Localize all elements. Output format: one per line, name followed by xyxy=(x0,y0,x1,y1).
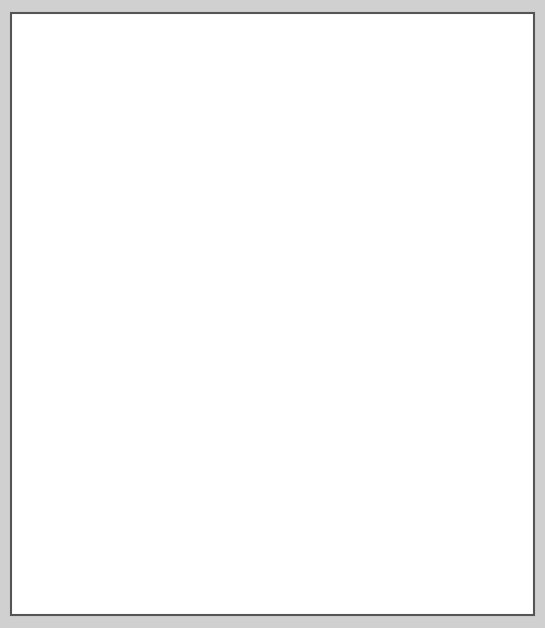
Text: 12: 12 xyxy=(114,469,125,479)
FancyBboxPatch shape xyxy=(44,250,158,284)
Text: 14: 14 xyxy=(477,224,488,232)
Bar xyxy=(283,436,414,472)
Polygon shape xyxy=(153,110,234,129)
FancyBboxPatch shape xyxy=(436,123,477,164)
Polygon shape xyxy=(196,314,338,357)
Ellipse shape xyxy=(324,280,346,293)
Text: 11: 11 xyxy=(209,375,221,384)
Text: 3: 3 xyxy=(168,108,174,117)
Text: 2 - 15: 2 - 15 xyxy=(133,98,161,108)
Ellipse shape xyxy=(324,231,346,244)
Polygon shape xyxy=(120,303,262,347)
Bar xyxy=(207,407,218,434)
FancyBboxPatch shape xyxy=(28,207,62,231)
Bar xyxy=(283,448,414,461)
FancyBboxPatch shape xyxy=(33,293,155,330)
Circle shape xyxy=(483,438,492,447)
Circle shape xyxy=(486,445,495,453)
Polygon shape xyxy=(272,336,425,390)
FancyBboxPatch shape xyxy=(453,212,479,245)
Text: 10: 10 xyxy=(332,479,344,487)
Text: 9: 9 xyxy=(289,426,294,435)
Bar xyxy=(398,412,474,453)
Text: 2: 2 xyxy=(327,109,332,118)
Polygon shape xyxy=(272,137,425,390)
Text: 6: 6 xyxy=(191,247,196,256)
FancyBboxPatch shape xyxy=(422,139,463,180)
Polygon shape xyxy=(234,110,311,129)
Text: 6: 6 xyxy=(199,255,204,264)
Bar xyxy=(35,407,49,434)
Text: 4: 4 xyxy=(38,222,44,231)
Text: 1: 1 xyxy=(264,99,270,108)
Polygon shape xyxy=(196,129,338,357)
Ellipse shape xyxy=(263,232,282,243)
Polygon shape xyxy=(120,139,262,347)
Text: 13: 13 xyxy=(392,396,404,406)
Ellipse shape xyxy=(264,276,281,286)
Text: 15: 15 xyxy=(452,117,464,126)
Text: 8: 8 xyxy=(24,315,30,324)
Text: 7: 7 xyxy=(106,283,112,293)
Text: 1: 1 xyxy=(277,98,284,108)
Circle shape xyxy=(483,421,492,430)
FancyBboxPatch shape xyxy=(46,202,150,238)
Text: 5: 5 xyxy=(23,214,29,223)
